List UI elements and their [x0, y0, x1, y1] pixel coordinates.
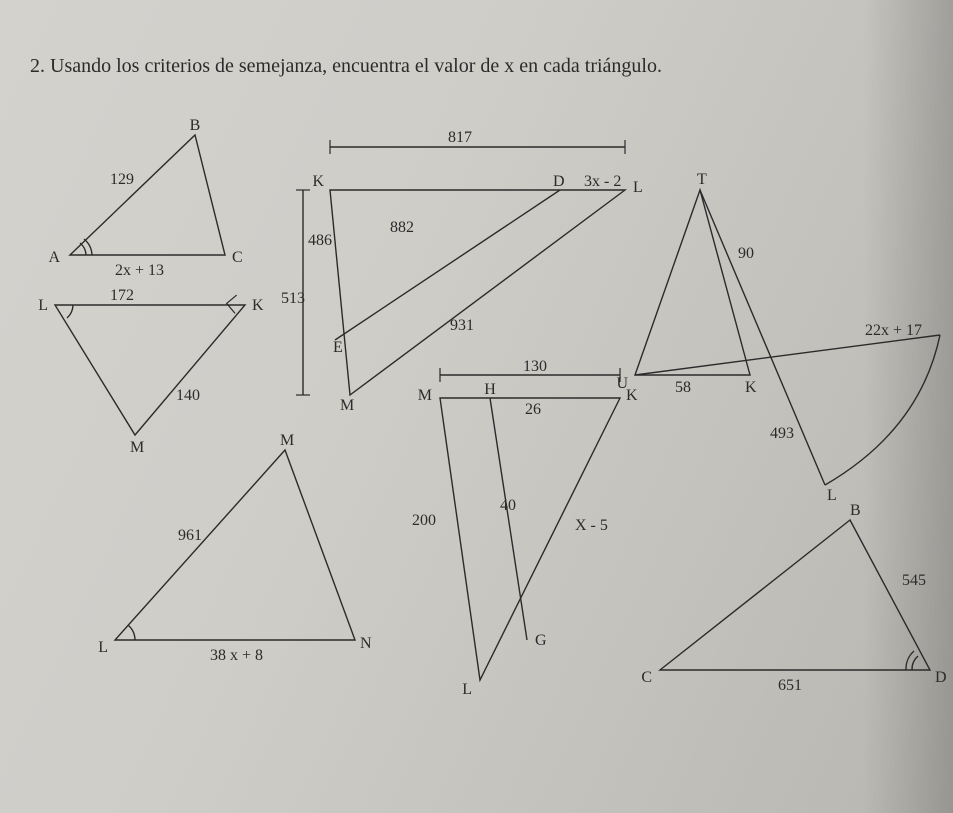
label-545: 545	[902, 572, 926, 589]
label-26: 26	[525, 401, 541, 418]
label-493: 493	[770, 425, 794, 442]
segment-tl	[700, 190, 825, 485]
vertex-l4: L	[827, 487, 837, 504]
vertex-k2: K	[312, 173, 324, 190]
triangle-mln	[115, 450, 355, 640]
vertex-l2: L	[633, 179, 643, 196]
angle-arc-l5	[128, 625, 135, 640]
label-651: 651	[778, 677, 802, 694]
label-x-5: X - 5	[575, 517, 608, 534]
label-40: 40	[500, 497, 516, 514]
vertex-l1: L	[38, 297, 48, 314]
triangle-tuk	[635, 190, 750, 375]
vertex-n5: N	[360, 635, 372, 652]
vertex-b5: B	[850, 502, 861, 519]
vertex-l5: L	[98, 639, 108, 656]
right-angle-k	[227, 295, 245, 313]
vertex-m3: M	[418, 387, 432, 404]
vertex-k1: K	[252, 297, 264, 314]
figures-canvas: A B C 129 2x + 13 L K M 172 140 817 K D …	[0, 0, 953, 813]
vertex-m5: M	[280, 432, 294, 449]
segment-hg	[490, 398, 527, 640]
vertex-m1: M	[130, 439, 144, 456]
label-38x8: 38 x + 8	[210, 647, 263, 664]
vertex-t4: T	[697, 171, 707, 188]
vertex-l3: L	[462, 681, 472, 698]
triangle-abc	[70, 135, 225, 255]
label-dl-expr: 3x - 2	[584, 173, 621, 190]
triangle-lkm	[55, 305, 245, 435]
vertex-c: C	[232, 249, 243, 266]
label-130: 130	[523, 358, 547, 375]
label-58: 58	[675, 379, 691, 396]
label-200: 200	[412, 512, 436, 529]
vertex-k4: K	[745, 379, 757, 396]
vertex-h3: H	[484, 381, 496, 398]
vertex-m2: M	[340, 397, 354, 414]
label-961: 961	[178, 527, 202, 544]
vertex-b: B	[190, 117, 201, 134]
label-km-140: 140	[176, 387, 200, 404]
vertex-u4: U	[616, 375, 628, 392]
label-882: 882	[390, 219, 414, 236]
triangle-mkl-tall	[440, 398, 620, 680]
vertex-d5: D	[935, 669, 947, 686]
label-ac-expr: 2x + 13	[115, 262, 164, 279]
label-lk-172: 172	[110, 287, 134, 304]
label-931: 931	[450, 317, 474, 334]
arc-to-l	[825, 335, 940, 485]
angle-arc-d5-1	[912, 656, 918, 670]
vertex-a: A	[48, 249, 60, 266]
label-486: 486	[308, 232, 332, 249]
triangle-klm-big	[330, 190, 625, 395]
label-90: 90	[738, 245, 754, 262]
label-ab-129: 129	[110, 171, 134, 188]
vertex-d2: D	[553, 173, 565, 190]
label-513: 513	[281, 290, 305, 307]
label-22x17: 22x + 17	[865, 322, 922, 339]
vertex-e2: E	[333, 339, 343, 356]
label-817: 817	[448, 129, 472, 146]
segment-de	[335, 190, 560, 340]
angle-arc-l1	[67, 305, 73, 318]
vertex-c5: C	[641, 669, 652, 686]
triangle-bcd	[660, 520, 930, 670]
worksheet-page: 2. Usando los criterios de semejanza, en…	[0, 0, 953, 813]
segment-uk-extended	[635, 335, 940, 375]
vertex-g3: G	[535, 632, 547, 649]
